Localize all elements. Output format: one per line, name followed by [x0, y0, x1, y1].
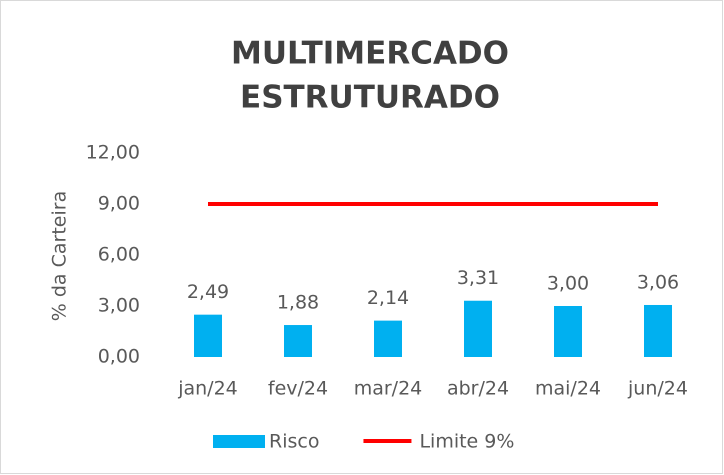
y-tick-label: 9,00: [98, 193, 140, 215]
x-tick-label: mar/24: [354, 378, 423, 400]
chart-title: MULTIMERCADO: [231, 36, 509, 72]
x-tick-label: mai/24: [535, 378, 601, 400]
y-tick-label: 6,00: [98, 244, 140, 266]
legend-swatch: [213, 435, 265, 448]
data-label: 3,06: [637, 271, 679, 293]
x-tick-label: abr/24: [447, 378, 509, 400]
data-label: 3,00: [547, 273, 589, 295]
data-label: 3,31: [457, 267, 499, 289]
x-tick-label: jan/24: [177, 378, 238, 400]
bar: [374, 320, 402, 357]
data-label: 2,49: [187, 281, 229, 303]
y-tick-label: 0,00: [98, 346, 140, 368]
legend-label: Risco: [269, 431, 319, 453]
bar: [464, 300, 492, 357]
bar: [644, 304, 672, 357]
y-axis-label: % da Carteira: [49, 191, 71, 321]
data-label: 1,88: [277, 292, 319, 314]
y-tick-label: 12,00: [86, 142, 140, 164]
y-tick-label: 3,00: [98, 295, 140, 317]
x-tick-label: fev/24: [268, 378, 328, 400]
bar: [554, 306, 582, 357]
chart-title: ESTRUTURADO: [240, 80, 500, 116]
data-label: 2,14: [367, 287, 409, 309]
bar: [284, 325, 312, 357]
bar: [194, 314, 222, 357]
legend-label: Limite 9%: [419, 431, 514, 453]
x-tick-label: jun/24: [627, 378, 688, 400]
